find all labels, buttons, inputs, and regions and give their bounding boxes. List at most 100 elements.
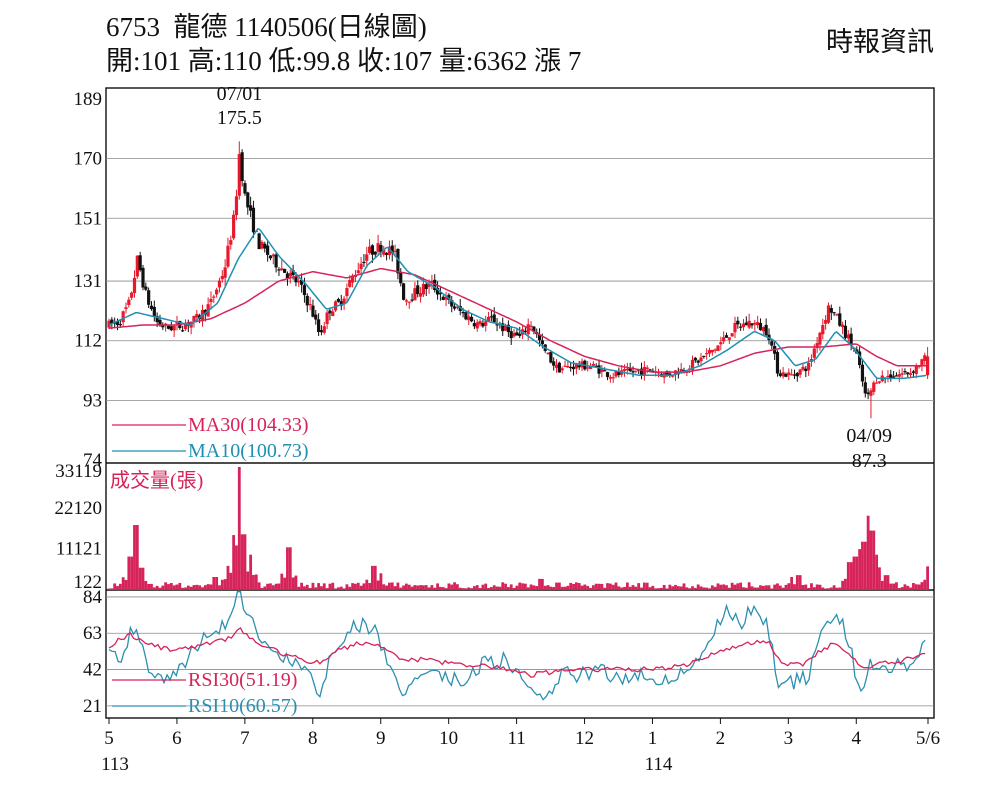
candle-body (872, 382, 876, 392)
volume-bar (642, 582, 646, 590)
stat-close-value: 107 (391, 46, 433, 76)
candle-body (758, 322, 763, 331)
candle-body (605, 372, 610, 377)
candle-body (155, 316, 159, 323)
volume-bar (413, 585, 417, 590)
volume-bar (662, 584, 666, 590)
candle-body (537, 334, 542, 341)
candle-body (427, 283, 431, 287)
candle-body (297, 281, 301, 283)
volume-bar (810, 583, 813, 590)
candle-body (229, 240, 233, 245)
volume-bar (436, 583, 439, 590)
candle-body (280, 268, 284, 271)
candle-body (829, 308, 833, 313)
volume-bar (229, 572, 233, 590)
volume-bar (331, 582, 335, 590)
candle-body (798, 369, 802, 375)
x-tick-label: 5 (104, 728, 114, 749)
candle-body (331, 311, 335, 317)
volume-bar (124, 579, 128, 590)
volume-bar (917, 584, 921, 590)
volume-bar (818, 584, 822, 590)
candle-body (775, 352, 780, 374)
volume-bar (855, 556, 859, 590)
candle-body (843, 325, 848, 338)
volume-bar (252, 574, 255, 590)
volume-bar (705, 587, 709, 590)
volume-bar (152, 587, 156, 590)
volume-bar (498, 586, 502, 590)
volume-bar (640, 587, 643, 590)
candle-body (614, 371, 618, 377)
volume-bar (206, 584, 210, 590)
volume-bar (725, 585, 728, 590)
volume-bar (827, 588, 830, 590)
volume-bar (379, 573, 383, 590)
candle-body (722, 337, 726, 342)
candle-body (560, 368, 564, 371)
candle-body (634, 370, 638, 372)
volume-bar (283, 577, 287, 590)
volume-bar (472, 586, 476, 590)
volume-bar (798, 575, 802, 590)
volume-bar (450, 584, 454, 590)
candle-body (260, 241, 264, 249)
volume-bar (614, 582, 618, 590)
volume-bar (235, 545, 238, 590)
candle-body (342, 298, 346, 305)
volume-bar (158, 587, 162, 590)
volume-bar (623, 586, 626, 590)
volume-bar (405, 583, 408, 590)
volume-bar (560, 586, 564, 590)
volume-bar (127, 556, 131, 590)
x-tick-label: 5/6 (916, 728, 940, 749)
volume-bar (829, 587, 833, 590)
volume-bar (141, 567, 145, 590)
volume-bar (773, 584, 777, 590)
volume-bar (410, 586, 414, 590)
volume-bar (198, 585, 202, 590)
candle-body (274, 254, 278, 268)
volume-bar (314, 587, 318, 590)
candle-body (739, 326, 743, 328)
candle-body (404, 300, 409, 302)
volume-bar (116, 585, 119, 590)
volume-bar (535, 586, 539, 590)
volume-bar (861, 541, 864, 590)
candle-body (639, 368, 644, 376)
candle-body (418, 293, 423, 297)
candle-body (356, 270, 360, 274)
x-tick-label: 4 (852, 728, 862, 749)
candle-body (433, 279, 437, 291)
candle-body (591, 363, 595, 366)
candle-body (308, 304, 312, 306)
volume-bar (487, 587, 490, 590)
volume-bar (515, 585, 519, 590)
candle-body (914, 366, 918, 374)
candle-body (413, 288, 417, 301)
candle-body (628, 368, 632, 372)
volume-bar (175, 584, 179, 590)
candle-body (365, 254, 369, 261)
volume-bar (167, 584, 170, 590)
volume-bar (130, 556, 134, 590)
volume-bar (135, 525, 139, 590)
volume-bar (693, 587, 697, 590)
volume-bar (801, 584, 805, 590)
candle-body (285, 273, 290, 279)
candle-body (424, 284, 428, 290)
volume-bar (608, 583, 612, 590)
volume-bar (804, 584, 808, 590)
volume-bar (750, 586, 754, 590)
candle-body (350, 275, 355, 283)
volume-bar (300, 582, 304, 590)
peak-value-label: 175.5 (217, 107, 262, 129)
candle-body (169, 326, 173, 331)
volume-bar (277, 583, 281, 590)
price-tick-label: 151 (74, 208, 103, 229)
candle-body (181, 330, 185, 332)
volume-bar (164, 582, 168, 590)
volume-bar (266, 583, 270, 590)
volume-bar (317, 583, 321, 590)
